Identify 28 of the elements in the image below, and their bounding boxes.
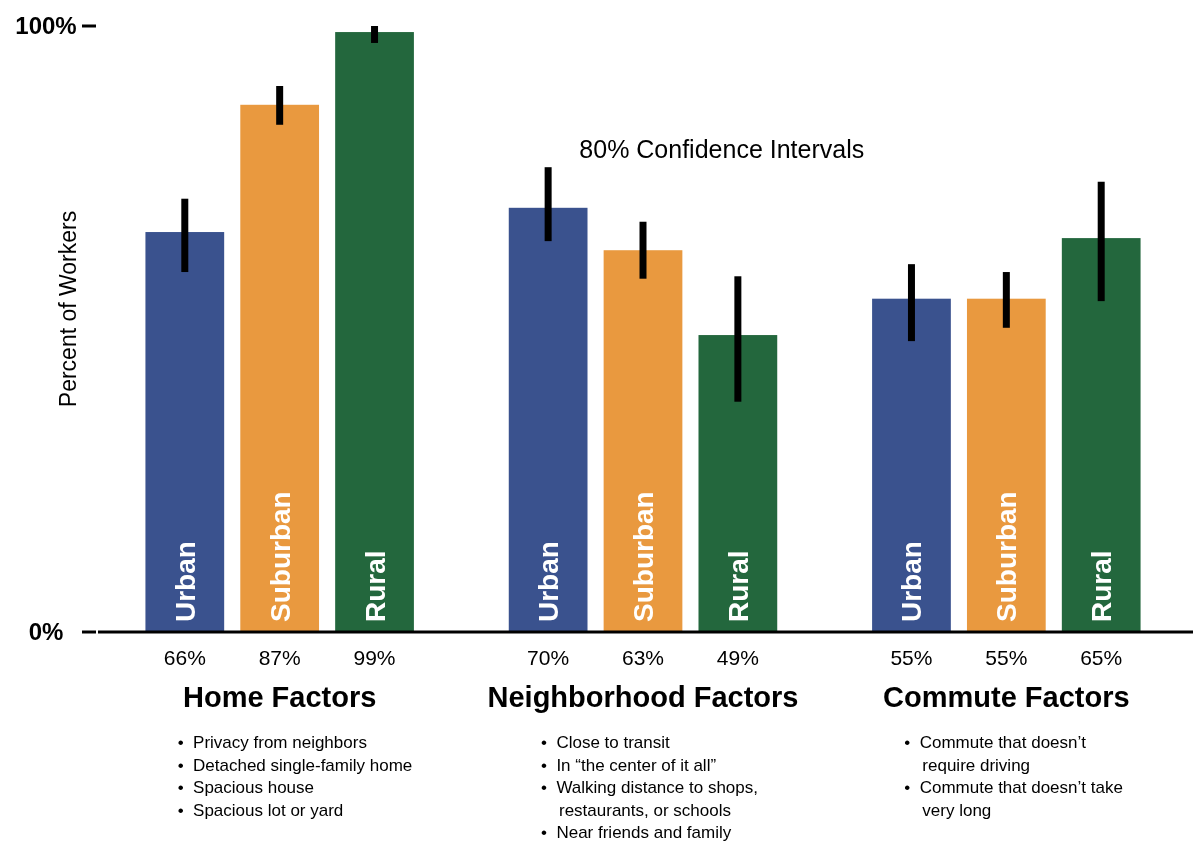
text: • Commute that doesn’t require driving • Commute that doesn’t take very long — [904, 733, 1123, 820]
text: Suburban — [991, 491, 1023, 622]
data-label: 65% — [1080, 646, 1123, 669]
annotation: 80% Confidence Intervals — [579, 135, 865, 163]
x-tick-label: Neighborhood Factors — [487, 681, 799, 713]
y-tick-label: 100% — [15, 12, 77, 40]
series-label: Rural — [359, 550, 391, 622]
y-axis-title: Percent of Workers — [55, 210, 81, 408]
text: Urban — [533, 541, 565, 622]
x-tick-label: Commute Factors — [883, 681, 1130, 713]
y-tick-label: 0% — [28, 618, 64, 646]
series-label: Suburban — [264, 491, 296, 622]
text: • Privacy from neighbors • Detached single-family home • Spacious house • Spacious lot or yard — [177, 733, 413, 820]
series-label: Urban — [169, 541, 201, 622]
data-label: 63% — [621, 646, 665, 669]
data-label: 70% — [527, 646, 570, 669]
data-label: 55% — [890, 646, 933, 669]
x-tick-label: Home Factors — [182, 681, 377, 713]
data-label: 66% — [163, 646, 206, 669]
data-label: 55% — [985, 646, 1028, 669]
text: Rural — [722, 550, 754, 622]
text: • Close to transit • In “the center of it all” • Walking distance to shops, restaurants, or schools • Near friends and family — [541, 733, 758, 842]
text: Urban — [896, 541, 928, 622]
data-label: 99% — [353, 646, 396, 669]
data-label: 87% — [258, 646, 301, 669]
text: Rural — [1086, 550, 1118, 622]
text: Suburban — [628, 491, 659, 622]
data-label: 49% — [716, 646, 759, 669]
